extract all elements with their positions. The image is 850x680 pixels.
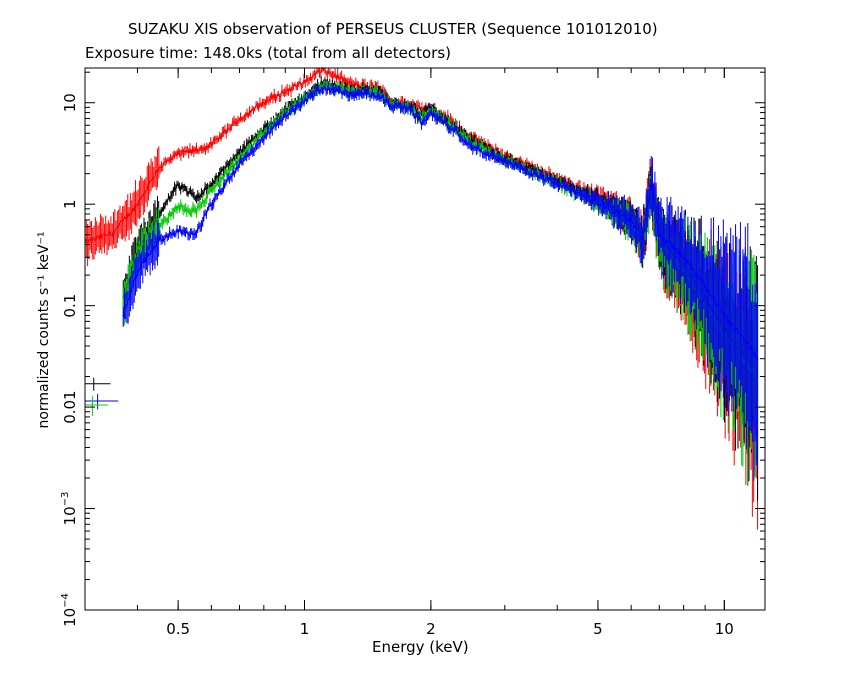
data-point	[238, 163, 241, 165]
y-tick-exponent: −4	[60, 593, 71, 608]
data-point	[263, 132, 265, 135]
data-point	[210, 203, 213, 205]
data-point	[122, 314, 125, 317]
chart-subtitle: Exposure time: 148.0ks (total from all d…	[85, 44, 452, 62]
data-point	[556, 182, 559, 185]
y-tick-label: 10	[61, 93, 79, 112]
data-point	[177, 205, 179, 208]
data-point	[470, 144, 473, 147]
data-point	[210, 182, 213, 185]
y-tick-base: 10	[61, 506, 79, 525]
data-point	[336, 90, 339, 92]
data-point	[410, 109, 413, 111]
x-tick-label: 10	[715, 620, 734, 638]
data-point	[238, 117, 241, 120]
data-point	[194, 233, 197, 236]
y-tick-label: 0.1	[61, 294, 79, 318]
data-point	[263, 101, 265, 104]
data-point	[447, 124, 450, 127]
data-point	[420, 122, 423, 124]
y-tick-label: 10−4	[60, 593, 79, 627]
data-point	[263, 128, 265, 130]
data-point	[122, 304, 125, 307]
data-point	[177, 184, 179, 186]
data-point	[136, 203, 139, 205]
data-point	[112, 232, 114, 234]
x-axis-label: Energy (keV)	[372, 638, 469, 656]
data-point	[389, 104, 391, 106]
data-point	[263, 137, 265, 139]
data-point	[723, 314, 726, 317]
y-tick-label: 0.01	[61, 390, 79, 423]
data-point	[377, 93, 380, 96]
data-point	[238, 152, 241, 154]
data-point	[682, 256, 685, 259]
data-point	[284, 114, 287, 117]
x-tick-label: 0.5	[166, 620, 190, 638]
data-point	[420, 114, 423, 117]
y-tick-label: 1	[61, 199, 79, 209]
data-point	[740, 335, 743, 337]
series-line	[122, 84, 758, 360]
data-point	[136, 270, 139, 272]
series-0	[84, 66, 759, 530]
data-point	[630, 219, 632, 221]
data-point	[158, 238, 160, 241]
data-point	[303, 99, 306, 102]
data-point	[303, 81, 306, 83]
chart-title: SUZAKU XIS observation of PERSEUS CLUSTE…	[128, 20, 658, 38]
y-tick-label: 10−3	[60, 492, 79, 526]
data-point	[210, 190, 213, 192]
data-point	[650, 180, 653, 182]
data-point	[704, 286, 706, 289]
data-point	[194, 149, 197, 152]
data-point	[470, 140, 473, 142]
data-point	[642, 238, 644, 241]
data-point	[447, 123, 450, 125]
data-point	[365, 92, 367, 94]
y-tick-base: 10	[61, 608, 79, 627]
series-3	[122, 81, 759, 481]
y-tick-exponent: −3	[60, 492, 71, 507]
x-tick-label: 5	[593, 620, 603, 638]
data-point	[177, 229, 179, 232]
data-point	[194, 210, 197, 213]
reference-errorbar-0	[85, 377, 111, 391]
plot-frame	[84, 67, 766, 611]
x-tick-label: 1	[300, 620, 310, 638]
reference-errorbar-2	[85, 396, 108, 416]
y-axis-label: normalized counts s⁻¹ keV⁻¹	[36, 231, 52, 429]
data-point	[351, 93, 354, 96]
data-point	[430, 111, 432, 114]
data-point	[158, 166, 160, 169]
data-point	[504, 161, 506, 163]
data-point	[336, 76, 339, 78]
series-2	[122, 80, 759, 486]
data-point	[238, 158, 241, 160]
data-point	[177, 153, 179, 156]
data-point	[321, 87, 323, 89]
data-point	[420, 117, 423, 120]
data-point	[597, 201, 599, 203]
data-point	[756, 357, 759, 360]
data-point	[658, 233, 661, 236]
x-tick-label: 2	[426, 620, 436, 638]
data-point	[194, 197, 197, 199]
data-point	[210, 144, 213, 147]
reference-errorbar-1	[85, 393, 119, 410]
data-layer	[84, 66, 759, 530]
data-point	[284, 90, 287, 92]
data-point	[321, 69, 323, 71]
